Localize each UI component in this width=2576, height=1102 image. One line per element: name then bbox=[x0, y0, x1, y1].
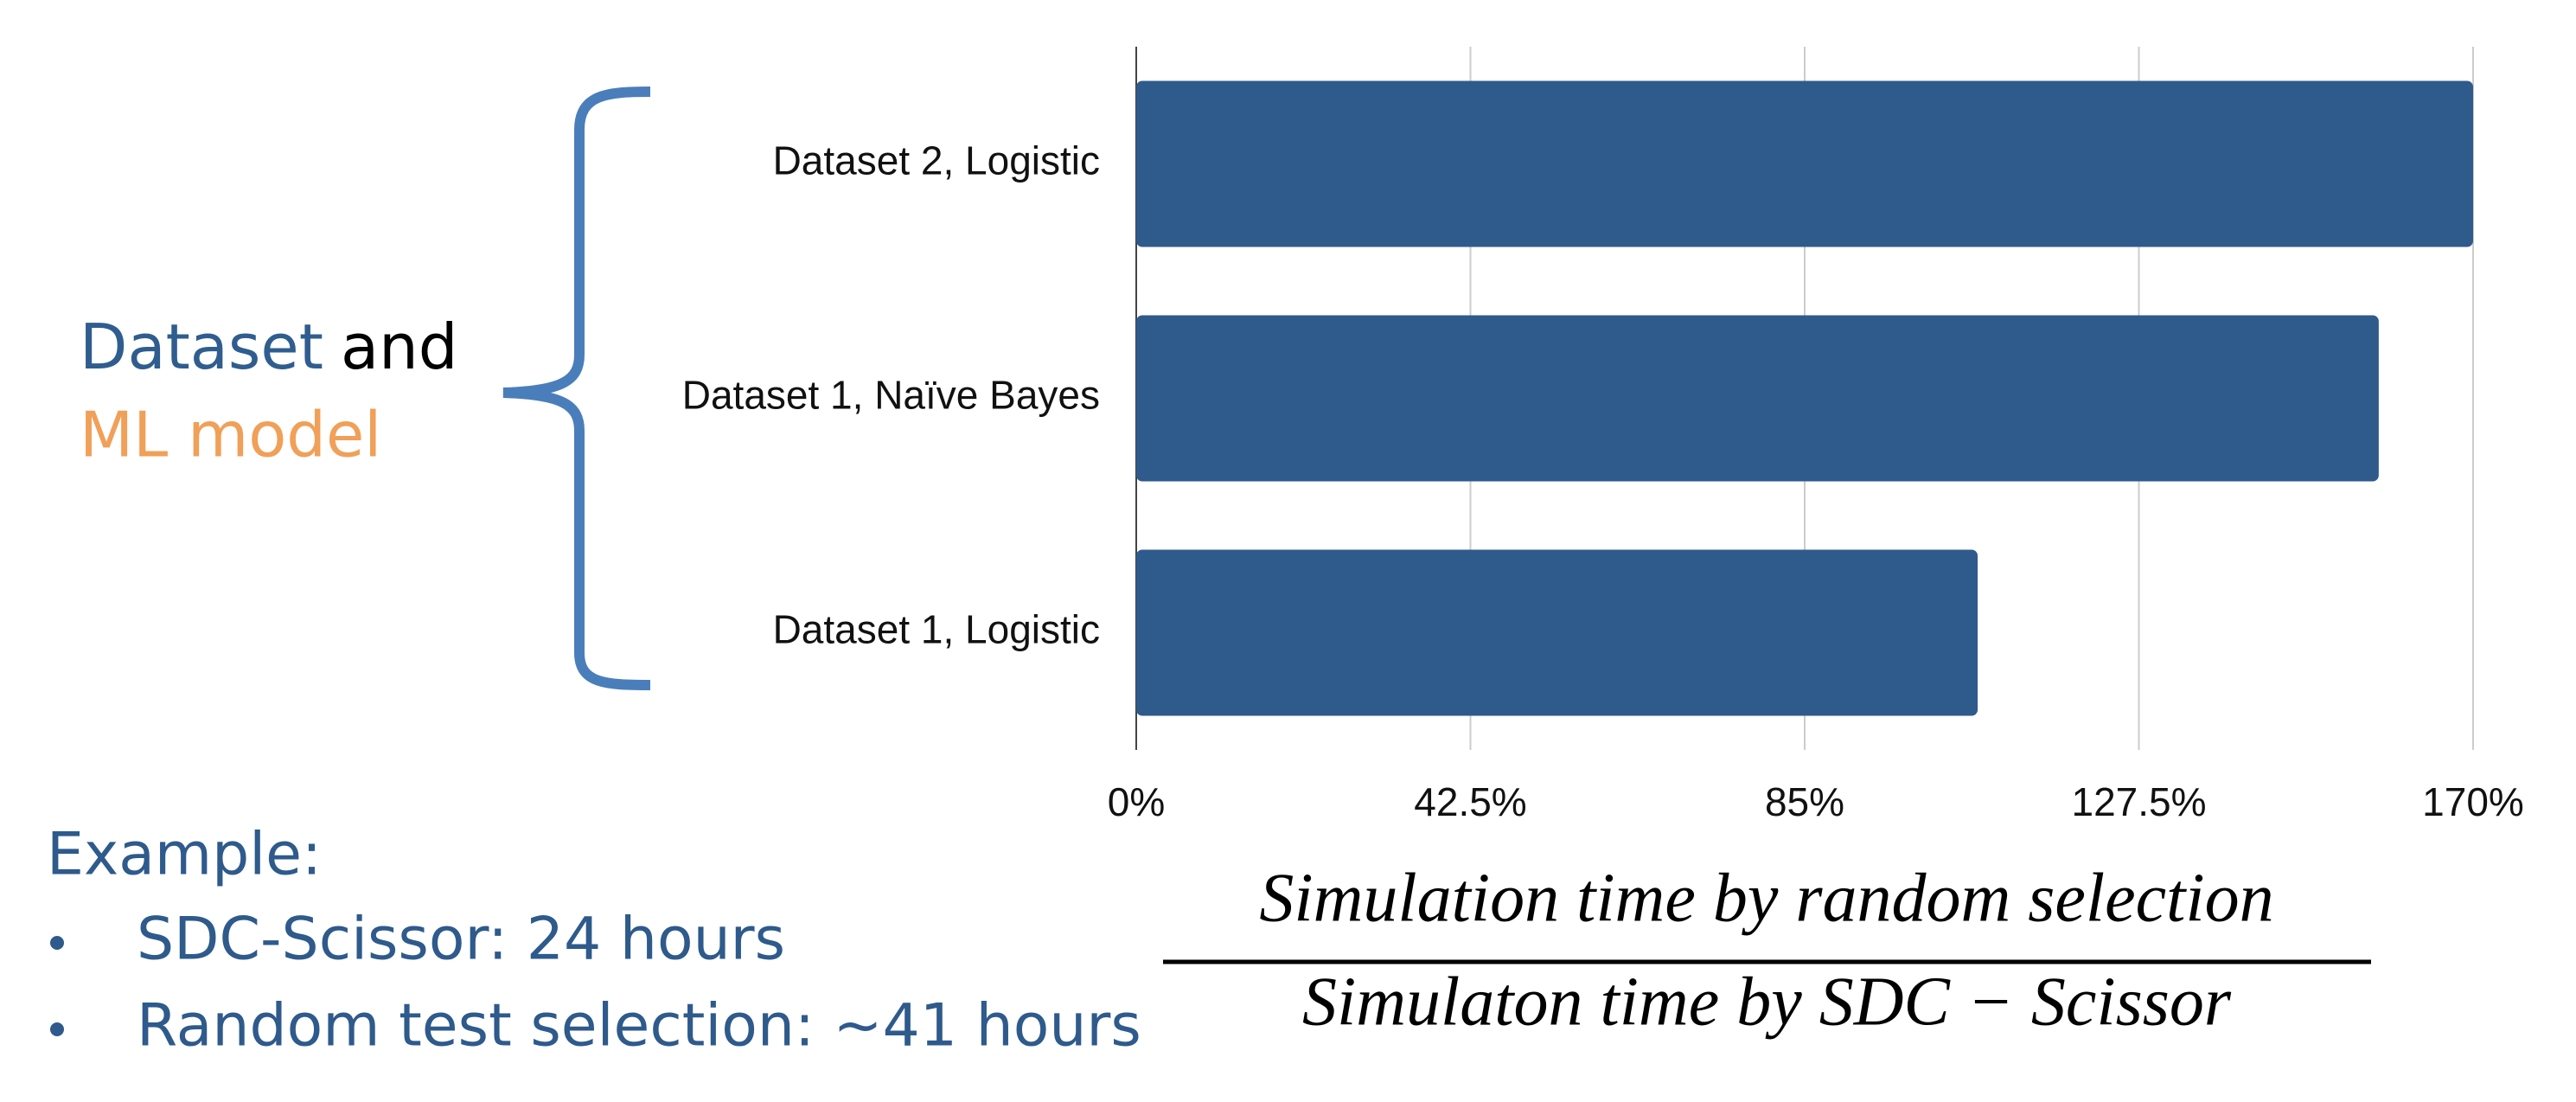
x-tick-label: 170% bbox=[2422, 779, 2524, 824]
bar bbox=[1136, 549, 1978, 716]
example-item: Random test selection: ~41 hours bbox=[137, 992, 1141, 1060]
example-item: SDC-Scissor: 24 hours bbox=[137, 906, 785, 974]
xlabel-denominator: Simulaton time by SDC − Scissor bbox=[1302, 964, 2232, 1040]
bar bbox=[1136, 80, 2473, 247]
y-tick-label: Dataset 1, Logistic bbox=[773, 607, 1100, 652]
group-label: Dataset and bbox=[80, 311, 457, 383]
x-tick-label: 85% bbox=[1765, 779, 1844, 824]
brace bbox=[502, 86, 651, 690]
example-title: Example: bbox=[47, 821, 322, 889]
bar bbox=[1136, 315, 2379, 482]
group-label-and: and bbox=[341, 311, 457, 383]
x-tick-label: 127.5% bbox=[2071, 779, 2206, 824]
xlabel-numerator: Simulation time by random selection bbox=[1259, 860, 2273, 936]
x-tick-label: 42.5% bbox=[1414, 779, 1526, 824]
bullet bbox=[50, 936, 64, 950]
bullet bbox=[50, 1022, 64, 1036]
x-tick-label: 0% bbox=[1108, 779, 1165, 824]
group-label-model: ML model bbox=[80, 399, 381, 471]
group-label-dataset: Dataset bbox=[80, 311, 323, 383]
y-tick-label: Dataset 2, Logistic bbox=[773, 138, 1100, 183]
y-tick-label: Dataset 1, Naïve Bayes bbox=[682, 373, 1100, 418]
